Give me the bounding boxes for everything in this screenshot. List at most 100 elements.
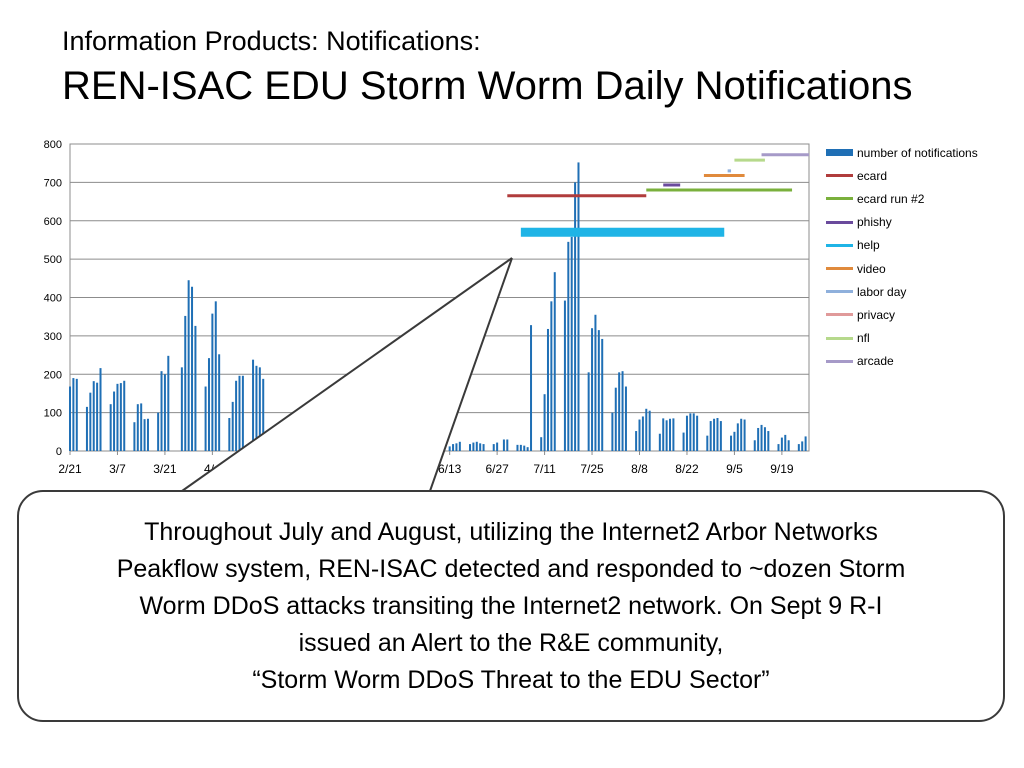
y-tick-label: 600	[44, 216, 62, 228]
bar	[733, 431, 736, 451]
legend-swatch	[826, 149, 853, 157]
legend-swatch	[826, 313, 853, 317]
x-tick-label: 3/21	[153, 462, 177, 476]
bar	[523, 445, 526, 451]
bar	[577, 162, 580, 452]
bar	[777, 444, 780, 451]
bar	[211, 313, 214, 451]
bar	[191, 286, 194, 451]
bar	[597, 330, 600, 451]
bar	[109, 404, 112, 451]
bar	[72, 378, 75, 451]
legend-label: phishy	[857, 215, 892, 230]
callout-line: issued an Alert to the R&E community,	[298, 628, 724, 657]
legend-swatch	[826, 220, 853, 224]
bar	[743, 419, 746, 451]
bar	[563, 300, 566, 451]
bar	[496, 442, 499, 451]
x-tick-label: 3/7	[109, 462, 126, 476]
bar	[669, 418, 672, 451]
bar	[207, 358, 210, 451]
callout-pointer-edge	[429, 257, 513, 492]
bar	[146, 418, 149, 451]
bar	[763, 427, 766, 451]
bar	[753, 440, 756, 451]
legend-item: video	[826, 257, 1022, 280]
bar	[570, 236, 573, 451]
bar	[682, 432, 685, 451]
bar	[69, 386, 71, 451]
legend-swatch	[826, 174, 853, 178]
bar	[258, 367, 261, 451]
bar	[645, 408, 648, 451]
legend-swatch	[826, 243, 853, 247]
bar	[482, 444, 485, 451]
y-tick-label: 500	[44, 254, 62, 266]
bar	[469, 444, 472, 451]
y-tick-label: 400	[44, 293, 62, 305]
legend-label: number of notifications	[857, 145, 978, 160]
bar	[638, 419, 641, 451]
bar	[194, 325, 197, 451]
bar	[713, 418, 716, 451]
chart-legend: number of notifications ecard ecard run #2…	[826, 141, 1022, 373]
bar	[163, 374, 166, 451]
bar	[787, 440, 790, 451]
bar	[662, 418, 665, 451]
bar	[96, 382, 99, 451]
y-tick-label: 0	[56, 446, 62, 458]
bar	[136, 404, 139, 451]
bar	[740, 418, 743, 451]
bar	[614, 387, 617, 451]
bar	[492, 444, 495, 451]
x-tick-label: 8/8	[631, 462, 648, 476]
legend-item: number of notifications	[826, 141, 1022, 164]
bar	[75, 378, 78, 451]
legend-swatch	[826, 197, 853, 201]
bar	[757, 427, 760, 451]
bar	[214, 301, 217, 451]
y-tick-label: 200	[44, 369, 62, 381]
bar	[706, 435, 709, 451]
bar	[780, 437, 783, 451]
legend-item: phishy	[826, 211, 1022, 234]
bar	[231, 401, 234, 451]
bar	[472, 442, 475, 451]
legend-swatch	[826, 267, 853, 271]
notifications-chart: 01002003004005006007008002/213/73/214/44…	[44, 139, 810, 492]
bar	[262, 378, 265, 451]
x-tick-label: 7/25	[580, 462, 604, 476]
y-tick-label: 100	[44, 408, 62, 420]
legend-swatch	[826, 336, 853, 340]
bar	[452, 444, 455, 451]
x-tick-label: 6/27	[485, 462, 509, 476]
bar	[641, 416, 644, 451]
bar	[543, 394, 546, 451]
bar	[587, 372, 590, 451]
bar	[89, 392, 92, 451]
x-tick-label: 9/5	[726, 462, 743, 476]
legend-item: labor day	[826, 280, 1022, 303]
callout-line: Throughout July and August, utilizing th…	[144, 517, 878, 546]
bar	[218, 354, 221, 451]
callout-pointer-edge	[181, 257, 513, 492]
bar	[621, 371, 624, 451]
bar	[255, 365, 258, 451]
slide-title: REN-ISAC EDU Storm Worm Daily Notificati…	[62, 64, 913, 108]
legend-label: arcade	[857, 354, 894, 369]
bar	[516, 444, 519, 451]
x-tick-label: 6/13	[438, 462, 462, 476]
legend-label: help	[857, 238, 880, 253]
legend-label: video	[857, 261, 886, 276]
bar	[252, 359, 255, 451]
legend-item: ecard	[826, 164, 1022, 187]
bar	[719, 421, 722, 451]
bar	[618, 372, 621, 451]
callout-line: Worm DDoS attacks transiting the Interne…	[139, 591, 883, 620]
bar	[546, 328, 549, 451]
x-tick-label: 7/11	[533, 462, 556, 476]
bar	[140, 403, 143, 451]
bar	[458, 441, 461, 451]
bar	[530, 325, 533, 451]
bar	[116, 383, 119, 451]
